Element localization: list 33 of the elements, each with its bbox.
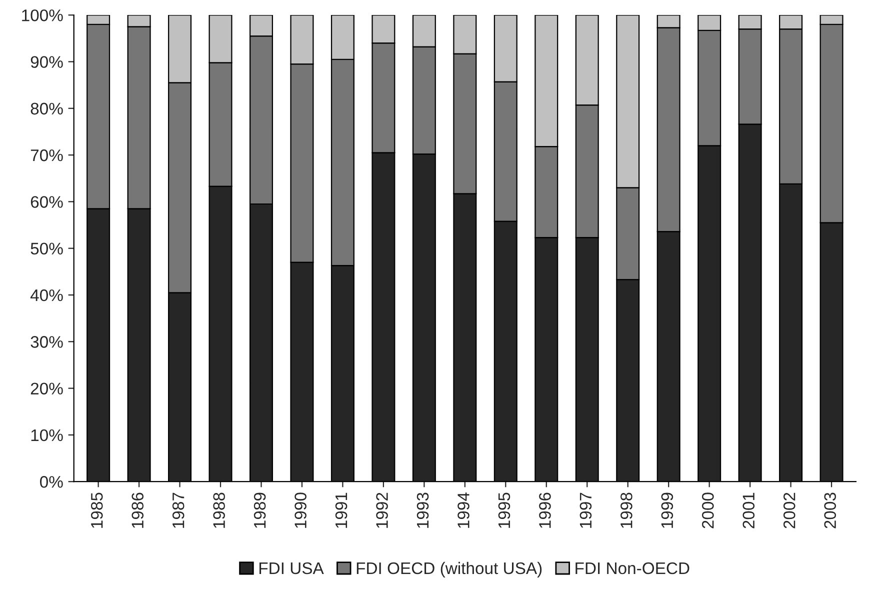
x-tick-label: 1986 — [132, 492, 144, 528]
x-tick-label: 1995 — [498, 492, 510, 528]
x-tick-label: 1999 — [661, 492, 674, 528]
x-tick-label: 1998 — [620, 492, 632, 528]
y-tick-label: 100% — [22, 9, 63, 22]
y-tick-label: 50% — [30, 242, 63, 255]
y-tick-label: 10% — [31, 429, 63, 442]
x-tick-label: 1989 — [254, 492, 266, 528]
y-tick-label: 0% — [40, 476, 63, 488]
y-tick-label: 60% — [30, 196, 63, 208]
x-tick-label: 1991 — [335, 492, 348, 528]
x-tick-label: 2000 — [702, 492, 714, 528]
x-tick-label: 1987 — [172, 492, 184, 528]
x-tick-label: 1985 — [90, 492, 103, 528]
y-tick-label: 80% — [30, 102, 63, 115]
legend-label: FDI USA — [260, 562, 324, 574]
y-tick-label: 70% — [30, 149, 63, 162]
x-tick-label: 2002 — [783, 492, 796, 528]
x-tick-label: 1992 — [376, 492, 388, 528]
legend-label: FDI Non-OECD — [576, 562, 690, 574]
x-tick-label: 1997 — [580, 492, 592, 528]
x-tick-label: 1996 — [539, 492, 551, 528]
x-tick-label: 2003 — [824, 492, 836, 528]
y-tick-label: 20% — [30, 382, 63, 394]
x-tick-label: 1994 — [458, 492, 470, 528]
x-tick-label: 2001 — [742, 492, 755, 528]
x-tick-label: 1990 — [294, 492, 306, 528]
legend-label: FDI OECD (without USA) — [356, 562, 542, 578]
y-tick-label: 30% — [30, 336, 63, 348]
y-tick-label: 40% — [30, 289, 63, 302]
x-tick-label: 1988 — [213, 492, 225, 528]
y-tick-label: 90% — [30, 56, 63, 68]
x-tick-label: 1993 — [416, 492, 429, 528]
